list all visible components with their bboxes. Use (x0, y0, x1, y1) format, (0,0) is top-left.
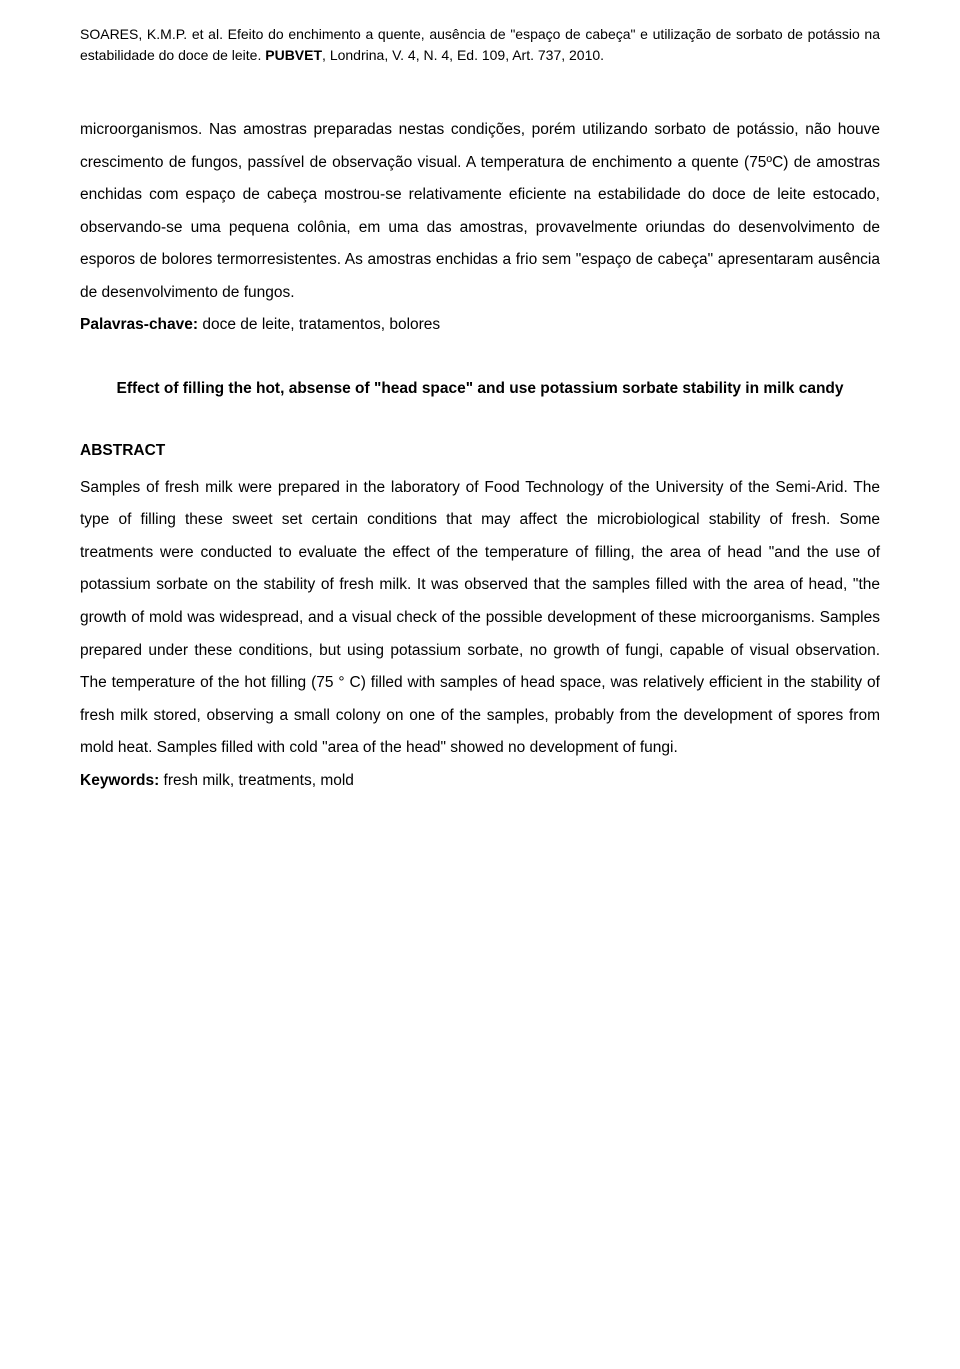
palavras-chave-label: Palavras-chave: (80, 316, 198, 333)
palavras-chave-line: Palavras-chave: doce de leite, tratament… (80, 309, 880, 342)
keywords-en-value: fresh milk, treatments, mold (159, 772, 354, 789)
abstract-heading: ABSTRACT (80, 435, 880, 468)
keywords-en-line: Keywords: fresh milk, treatments, mold (80, 765, 880, 798)
citation-header: SOARES, K.M.P. et al. Efeito do enchimen… (80, 24, 880, 66)
abstract-body: Samples of fresh milk were prepared in t… (80, 472, 880, 765)
keywords-en-label: Keywords: (80, 772, 159, 789)
citation-authors: SOARES, K.M.P. et al. (80, 26, 228, 42)
english-title: Effect of filling the hot, absense of "h… (80, 374, 880, 403)
citation-journal: PUBVET (265, 47, 322, 63)
resumo-body-text: microorganismos. Nas amostras preparadas… (80, 114, 880, 309)
citation-details: , Londrina, V. 4, N. 4, Ed. 109, Art. 73… (322, 47, 604, 63)
palavras-chave-value: doce de leite, tratamentos, bolores (198, 316, 440, 333)
